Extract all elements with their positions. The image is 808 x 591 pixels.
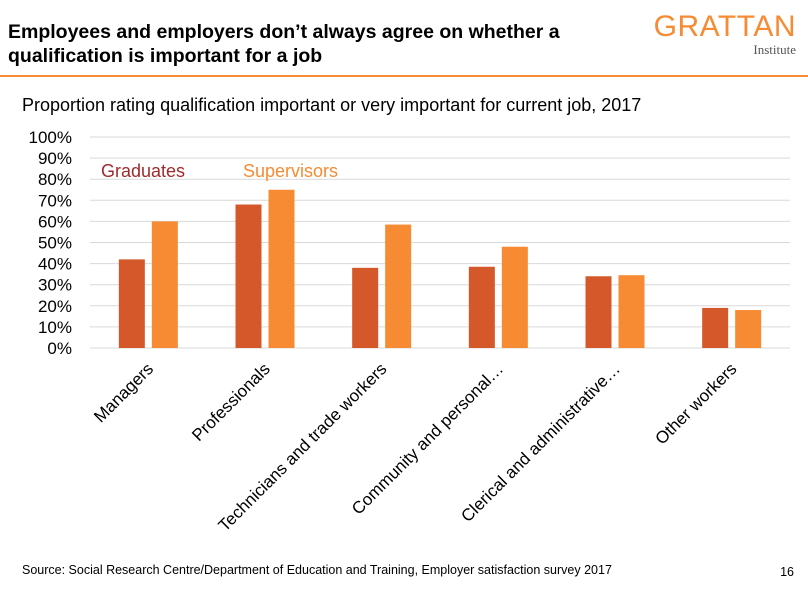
bar-supervisors-1 bbox=[151, 221, 178, 348]
y-tick-label: 80% bbox=[38, 170, 72, 189]
x-tick-label: Managers bbox=[90, 359, 157, 426]
y-tick-label: 60% bbox=[38, 212, 72, 231]
bar-supervisors-6 bbox=[735, 310, 762, 348]
x-tick-label: Other workers bbox=[652, 359, 741, 448]
y-tick-label: 40% bbox=[38, 255, 72, 274]
y-tick-label: 100% bbox=[29, 128, 72, 147]
logo-subtitle: Institute bbox=[753, 42, 796, 57]
y-tick-label: 0% bbox=[47, 339, 72, 358]
y-tick-label: 20% bbox=[38, 297, 72, 316]
y-tick-label: 30% bbox=[38, 276, 72, 295]
legend-label-supervisors: Supervisors bbox=[243, 161, 338, 181]
legend-label-graduates: Graduates bbox=[101, 161, 185, 181]
y-tick-label: 70% bbox=[38, 191, 72, 210]
bar-graduates-6 bbox=[702, 307, 729, 348]
slide-title: Employees and employers don’t always agr… bbox=[8, 21, 560, 67]
bar-supervisors-5 bbox=[618, 275, 645, 348]
y-tick-label: 90% bbox=[38, 149, 72, 168]
bar-graduates-4 bbox=[468, 266, 495, 348]
y-tick-label: 50% bbox=[38, 234, 72, 253]
source-note: Source: Social Research Centre/Departmen… bbox=[22, 563, 612, 577]
bar-graduates-1 bbox=[118, 259, 145, 348]
bar-graduates-2 bbox=[235, 204, 262, 348]
page-number: 16 bbox=[780, 565, 794, 579]
chart-title: Proportion rating qualification importan… bbox=[22, 95, 642, 115]
grattan-logo: GRATTAN Institute bbox=[654, 12, 796, 57]
bar-supervisors-2 bbox=[268, 189, 295, 348]
bar-graduates-3 bbox=[352, 267, 379, 348]
y-tick-label: 10% bbox=[38, 318, 72, 337]
title-divider bbox=[0, 75, 808, 77]
bar-supervisors-3 bbox=[385, 224, 412, 348]
bar-chart: 0% 10% 20% 30% 40% 50% 60% 70% 80% 90% 100% Manager… bbox=[29, 128, 790, 535]
bar-supervisors-4 bbox=[501, 246, 528, 348]
bar-graduates-5 bbox=[585, 276, 612, 348]
x-tick-label: Professionals bbox=[188, 359, 274, 445]
logo-word: GRATTAN bbox=[653, 10, 796, 43]
